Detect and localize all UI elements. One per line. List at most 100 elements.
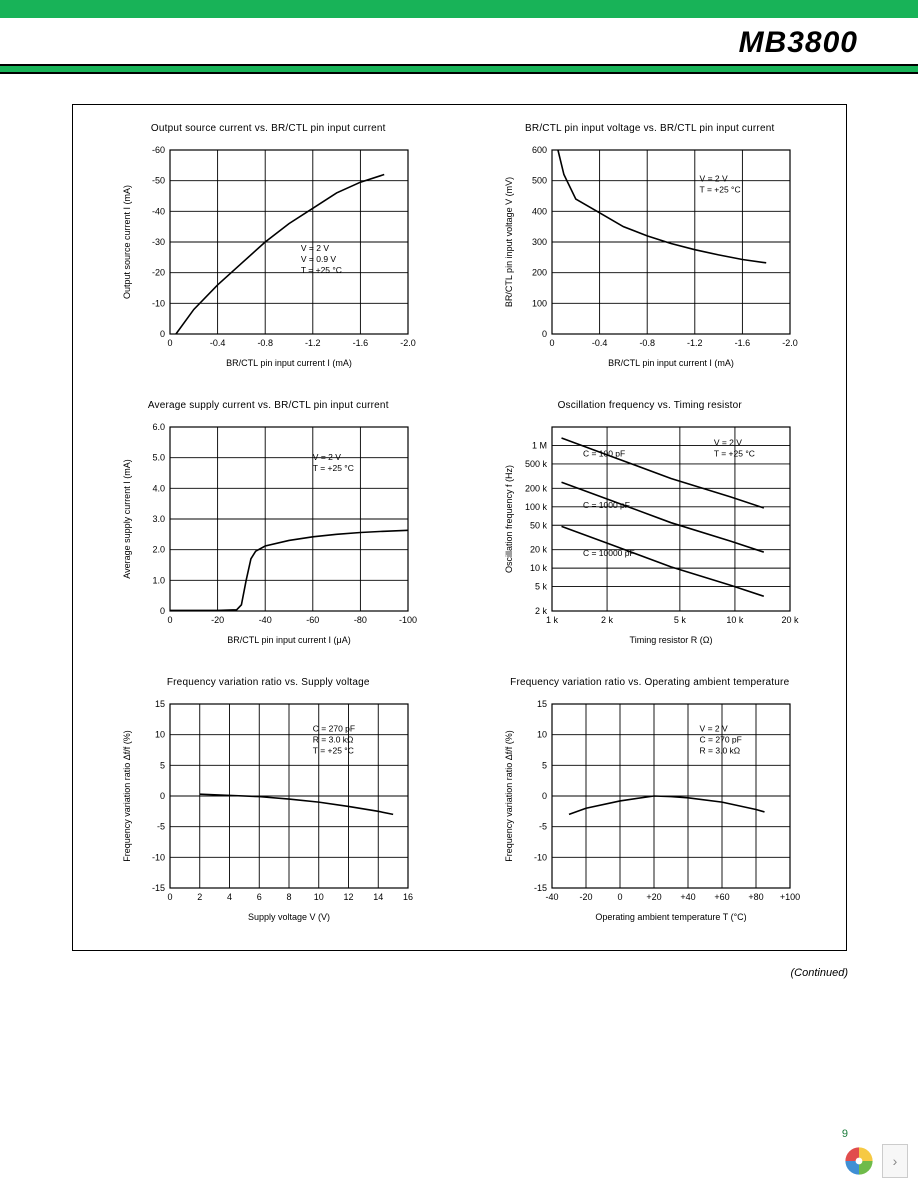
chart-cell: Frequency variation ratio vs. Supply vol…: [93, 677, 445, 926]
chart-cell: Frequency variation ratio vs. Operating …: [474, 677, 826, 926]
svg-text:-60: -60: [307, 615, 320, 625]
chart-cell: Oscillation frequency vs. Timing resisto…: [474, 400, 826, 649]
chart-box: -40-200+20+40+60+80+100-15-10-5051015Ope…: [500, 696, 800, 926]
svg-text:5 k: 5 k: [674, 615, 687, 625]
svg-text:BR/CTL pin input current I: BR/CTL pin input current I (mA): [226, 358, 352, 368]
svg-text:T = +25 °C: T = +25 °C: [714, 448, 755, 458]
svg-text:C = 270 pF: C = 270 pF: [313, 724, 355, 734]
svg-text:4: 4: [227, 892, 232, 902]
svg-text:-15: -15: [534, 883, 547, 893]
svg-text:1 k: 1 k: [546, 615, 559, 625]
svg-text:5: 5: [542, 760, 547, 770]
svg-text:T = +25 °C: T = +25 °C: [313, 746, 354, 756]
svg-text:16: 16: [403, 892, 413, 902]
svg-text:+40: +40: [680, 892, 695, 902]
svg-text:-1.6: -1.6: [734, 338, 750, 348]
svg-text:400: 400: [532, 206, 547, 216]
chart-avg-supply-current: 0-20-40-60-80-10001.02.03.04.05.06.0BR/C…: [118, 419, 418, 649]
svg-text:0: 0: [542, 329, 547, 339]
chart-box: 0-0.4-0.8-1.2-1.6-2.00-10-20-30-40-50-60…: [118, 142, 418, 372]
chart-box: 0246810121416-15-10-5051015Supply voltag…: [118, 696, 418, 926]
svg-text:600: 600: [532, 145, 547, 155]
chart-title: Oscillation frequency vs. Timing resisto…: [558, 400, 742, 411]
svg-text:Oscillation frequency f: Oscillation frequency f (Hz): [504, 465, 514, 573]
svg-text:0: 0: [168, 615, 173, 625]
svg-text:200 k: 200 k: [525, 483, 548, 493]
svg-text:Frequency variation ratio Δ: Frequency variation ratio Δf/f (%): [504, 730, 514, 862]
chart-cell: Output source current vs. BR/CTL pin inp…: [93, 123, 445, 372]
svg-text:10: 10: [537, 730, 547, 740]
svg-text:2.0: 2.0: [153, 545, 166, 555]
svg-text:+100: +100: [780, 892, 800, 902]
svg-text:-2.0: -2.0: [782, 338, 798, 348]
svg-text:5: 5: [160, 760, 165, 770]
svg-text:-30: -30: [152, 237, 165, 247]
svg-text:10 k: 10 k: [726, 615, 744, 625]
svg-text:-0.8: -0.8: [639, 338, 655, 348]
svg-text:+20: +20: [646, 892, 661, 902]
svg-text:BR/CTL pin input current I: BR/CTL pin input current I (mA): [608, 358, 734, 368]
top-bar: [0, 0, 918, 18]
svg-text:15: 15: [155, 699, 165, 709]
svg-text:BR/CTL pin input voltage V: BR/CTL pin input voltage V (mV): [504, 177, 514, 307]
svg-text:-100: -100: [399, 615, 417, 625]
svg-text:C = 270 pF: C = 270 pF: [699, 735, 741, 745]
svg-text:5 k: 5 k: [535, 582, 548, 592]
chart-brctl-voltage: 0-0.4-0.8-1.2-1.6-2.00100200300400500600…: [500, 142, 800, 372]
svg-text:+80: +80: [748, 892, 763, 902]
svg-text:Frequency variation ratio Δ: Frequency variation ratio Δf/f (%): [122, 730, 132, 862]
svg-text:20 k: 20 k: [530, 545, 548, 555]
svg-text:0: 0: [160, 606, 165, 616]
svg-text:V = 2 V: V = 2 V: [699, 724, 727, 734]
chart-title: Frequency variation ratio vs. Supply vol…: [167, 677, 370, 688]
svg-text:-1.6: -1.6: [353, 338, 369, 348]
continued-label: (Continued): [0, 967, 848, 979]
chart-title: Output source current vs. BR/CTL pin inp…: [151, 123, 386, 134]
svg-text:6: 6: [257, 892, 262, 902]
svg-text:-2.0: -2.0: [400, 338, 416, 348]
svg-text:20 k: 20 k: [781, 615, 799, 625]
chart-cell: BR/CTL pin input voltage vs. BR/CTL pin …: [474, 123, 826, 372]
svg-text:500: 500: [532, 176, 547, 186]
svg-text:C = 10000 pF: C = 10000 pF: [583, 548, 635, 558]
svg-text:-1.2: -1.2: [687, 338, 703, 348]
svg-text:2 k: 2 k: [601, 615, 614, 625]
svg-text:-50: -50: [152, 176, 165, 186]
svg-text:0: 0: [617, 892, 622, 902]
svg-text:-40: -40: [259, 615, 272, 625]
svg-text:50 k: 50 k: [530, 520, 548, 530]
svg-text:10 k: 10 k: [530, 563, 548, 573]
svg-text:0: 0: [168, 338, 173, 348]
svg-text:0: 0: [160, 329, 165, 339]
chart-title: Average supply current vs. BR/CTL pin in…: [148, 400, 389, 411]
svg-text:-20: -20: [152, 268, 165, 278]
svg-text:2 k: 2 k: [535, 606, 548, 616]
chart-output-source-current: 0-0.4-0.8-1.2-1.6-2.00-10-20-30-40-50-60…: [118, 142, 418, 372]
svg-text:Operating ambient temperature: Operating ambient temperature T (°C): [595, 912, 746, 922]
svg-text:-0.4: -0.4: [210, 338, 226, 348]
svg-text:-40: -40: [545, 892, 558, 902]
chart-box: 0-20-40-60-80-10001.02.03.04.05.06.0BR/C…: [118, 419, 418, 649]
page-body: Output source current vs. BR/CTL pin inp…: [0, 74, 918, 961]
svg-text:1.0: 1.0: [153, 575, 166, 585]
svg-text:8: 8: [287, 892, 292, 902]
svg-text:0: 0: [168, 892, 173, 902]
svg-text:-1.2: -1.2: [305, 338, 321, 348]
svg-text:-10: -10: [534, 852, 547, 862]
svg-text:10: 10: [155, 730, 165, 740]
svg-text:0: 0: [160, 791, 165, 801]
svg-text:+60: +60: [714, 892, 729, 902]
chart-box: 0-0.4-0.8-1.2-1.6-2.00100200300400500600…: [500, 142, 800, 372]
svg-text:T = +25 °C: T = +25 °C: [301, 265, 342, 275]
svg-text:V = 2 V: V = 2 V: [714, 437, 742, 447]
svg-text:C = 1000 pF: C = 1000 pF: [583, 500, 630, 510]
svg-text:C = 100 pF: C = 100 pF: [583, 448, 625, 458]
svg-text:Supply voltage V (V): Supply voltage V (V): [248, 912, 330, 922]
charts-grid: Output source current vs. BR/CTL pin inp…: [93, 123, 826, 926]
svg-text:R = 3.0 kΩ: R = 3.0 kΩ: [313, 735, 354, 745]
svg-text:-20: -20: [579, 892, 592, 902]
svg-text:V = 2 V: V = 2 V: [301, 243, 329, 253]
next-page-button[interactable]: ›: [882, 1144, 908, 1178]
svg-text:V = 0.9 V: V = 0.9 V: [301, 254, 337, 264]
svg-text:12: 12: [344, 892, 354, 902]
